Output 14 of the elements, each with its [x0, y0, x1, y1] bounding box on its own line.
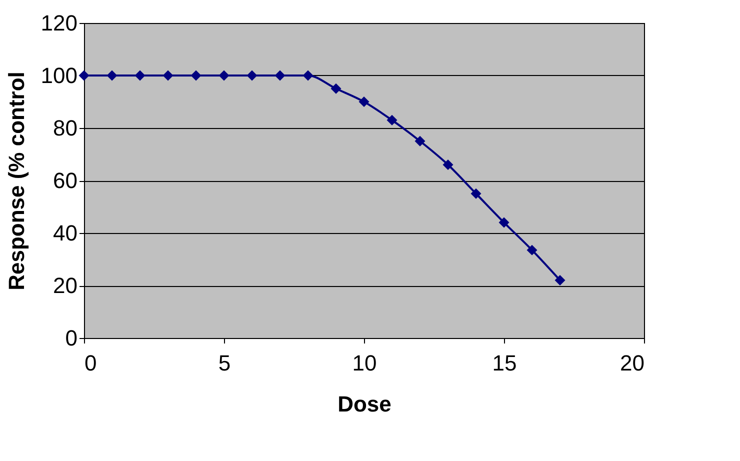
x-tick-label: 15: [492, 350, 517, 376]
y-tick-label: 120: [40, 10, 78, 36]
y-axis-title: Response (% control: [4, 72, 29, 290]
x-tick-label: 10: [352, 350, 377, 376]
y-tick-label: 20: [53, 273, 78, 298]
y-tick-label: 100: [40, 63, 78, 88]
y-tick-label: 60: [53, 168, 78, 193]
x-tick-label: 5: [218, 350, 231, 376]
y-tick-label: 0: [65, 326, 78, 350]
x-tick-label: 0: [84, 350, 97, 376]
y-tick-label: 40: [53, 220, 78, 246]
x-axis-title: Dose: [338, 392, 392, 416]
y-tick-label: 80: [53, 116, 78, 140]
x-tick-label: 20: [620, 350, 644, 376]
